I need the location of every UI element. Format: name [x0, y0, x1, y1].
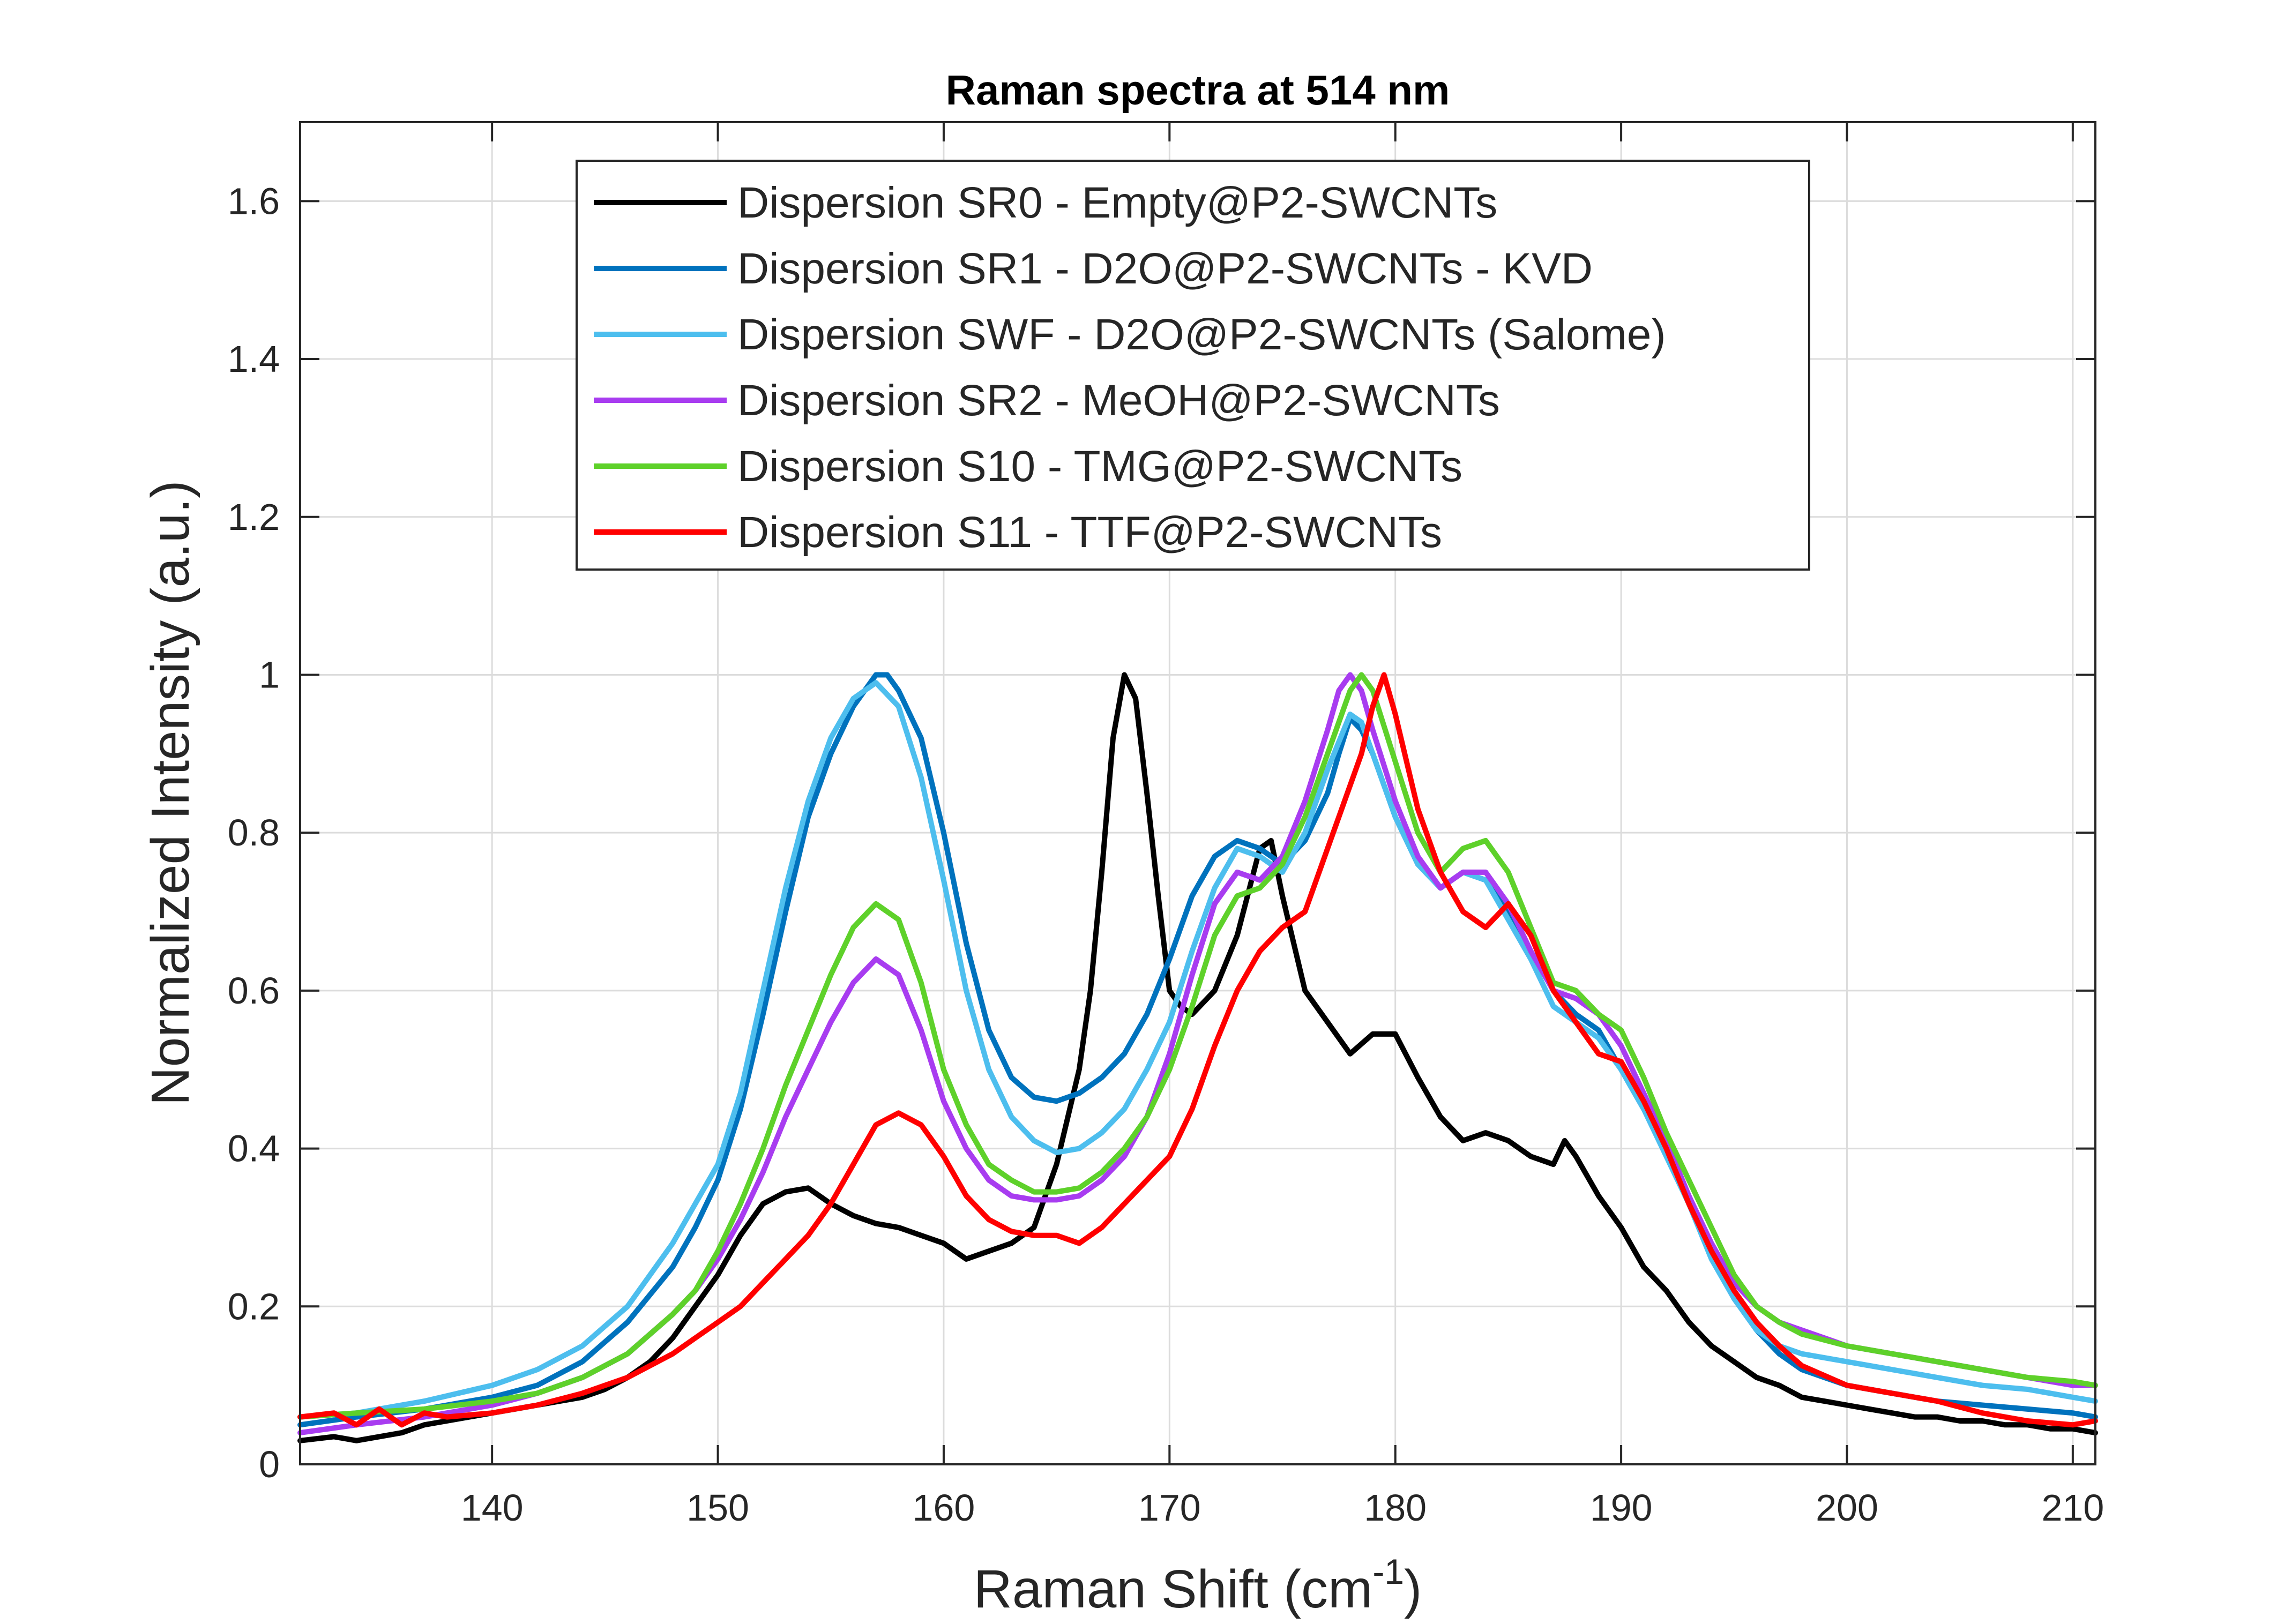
series-line	[297, 672, 2098, 1428]
series-line	[297, 672, 2098, 1436]
x-tick-label: 140	[461, 1487, 524, 1529]
legend-label: Dispersion S11 - TTF@P2-SWCNTs	[737, 508, 1442, 557]
legend: Dispersion SR0 - Empty@P2-SWCNTs Dispersi…	[576, 160, 1810, 571]
x-tick-label: 190	[1590, 1487, 1653, 1529]
axis-ticks: 140 150 160 170 180 190 200 210 0 0.2 0.4 0.6 0.8 1 1.…	[228, 122, 2104, 1529]
y-tick-label: 0.8	[228, 812, 280, 854]
x-tick-label: 200	[1816, 1487, 1878, 1529]
x-tick-label: 170	[1138, 1487, 1201, 1529]
series-line	[297, 672, 2098, 1420]
legend-box	[576, 160, 1810, 571]
x-axis-label-superscript: -1	[1372, 1552, 1404, 1591]
x-axis-label-main: Raman Shift (cm	[974, 1559, 1373, 1619]
plot-area	[297, 672, 2098, 1443]
legend-label: Dispersion SR2 - MeOH@P2-SWCNTs	[737, 376, 1500, 425]
y-tick-label: 0	[259, 1443, 280, 1485]
chart-title: Raman spectra at 514 nm	[946, 66, 1450, 114]
series-line	[297, 680, 2098, 1420]
x-axis-label-close: )	[1404, 1559, 1422, 1619]
y-tick-label: 1.6	[228, 180, 280, 222]
x-tick-label: 210	[2041, 1487, 2104, 1529]
legend-label: Dispersion SWF - D2O@P2-SWCNTs (Salome)	[737, 310, 1666, 359]
y-tick-label: 1	[259, 654, 280, 695]
x-axis-label: Raman Shift (cm-1)	[974, 1552, 1422, 1619]
legend-label: Dispersion SR1 - D2O@P2-SWCNTs - KVD	[737, 244, 1593, 293]
y-tick-label: 1.2	[228, 496, 280, 538]
x-tick-label: 160	[913, 1487, 975, 1529]
x-tick-label: 150	[686, 1487, 749, 1529]
y-tick-label: 0.2	[228, 1285, 280, 1327]
y-tick-label: 0.4	[228, 1128, 280, 1170]
x-tick-label: 180	[1364, 1487, 1427, 1529]
y-axis-label: Normalized Intensity (a.u.)	[140, 480, 200, 1105]
y-tick-label: 1.4	[228, 338, 280, 380]
legend-label: Dispersion S10 - TMG@P2-SWCNTs	[737, 442, 1462, 491]
legend-label: Dispersion SR0 - Empty@P2-SWCNTs	[737, 178, 1497, 227]
axes-box	[299, 121, 2096, 1465]
y-tick-label: 0.6	[228, 970, 280, 1012]
